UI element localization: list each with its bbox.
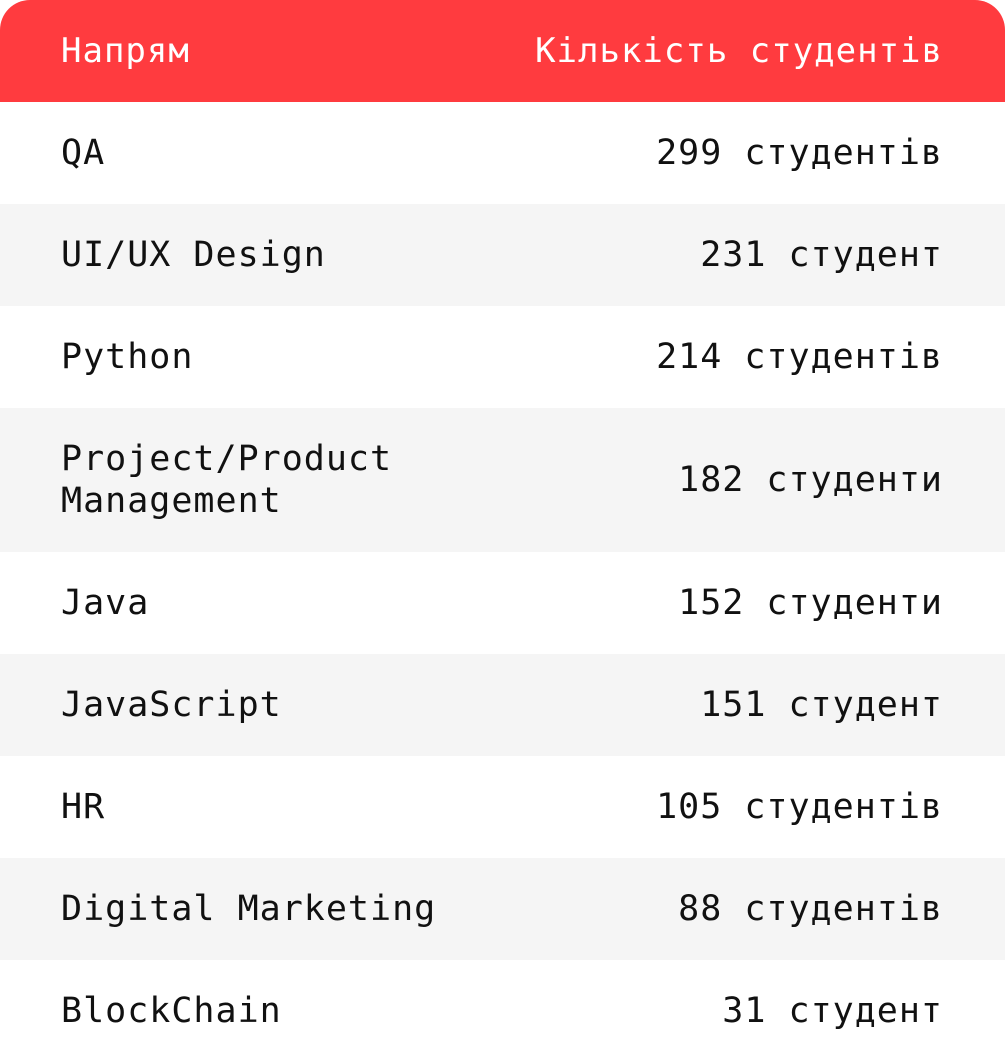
row-direction: UI/UX Design	[61, 235, 326, 275]
row-count: 105 студентів	[656, 787, 943, 827]
row-count: 299 студентів	[656, 133, 943, 173]
table-row: Java 152 студенти	[0, 552, 1005, 654]
row-direction: Java	[61, 583, 150, 623]
row-count: 182 студенти	[678, 460, 943, 500]
table-row: JavaScript 151 студент	[0, 654, 1005, 756]
table-row: UI/UX Design 231 студент	[0, 204, 1005, 306]
row-count: 151 студент	[700, 685, 943, 725]
table-row: Python 214 студентів	[0, 306, 1005, 408]
row-direction: Digital Marketing	[61, 889, 437, 929]
table-header: Напрям Кількість студентів	[0, 0, 1005, 102]
row-count: 231 студент	[700, 235, 943, 275]
table-row: Digital Marketing 88 студентів	[0, 858, 1005, 960]
table-row: Project/Product Management 182 студенти	[0, 408, 1005, 552]
table-row: BlockChain 31 студент	[0, 960, 1005, 1062]
header-count: Кількість студентів	[535, 31, 943, 71]
table-row: QA 299 студентів	[0, 102, 1005, 204]
table-row: HR 105 студентів	[0, 756, 1005, 858]
row-count: 31 студент	[722, 991, 943, 1031]
row-count: 88 студентів	[678, 889, 943, 929]
row-count: 214 студентів	[656, 337, 943, 377]
row-direction: HR	[61, 787, 106, 827]
row-direction: QA	[61, 133, 106, 173]
header-direction: Напрям	[61, 31, 190, 71]
row-direction: Project/Product Management	[61, 439, 393, 521]
row-direction: Python	[61, 337, 194, 377]
row-count: 152 студенти	[678, 583, 943, 623]
row-direction: BlockChain	[61, 991, 282, 1031]
row-direction: JavaScript	[61, 685, 282, 725]
